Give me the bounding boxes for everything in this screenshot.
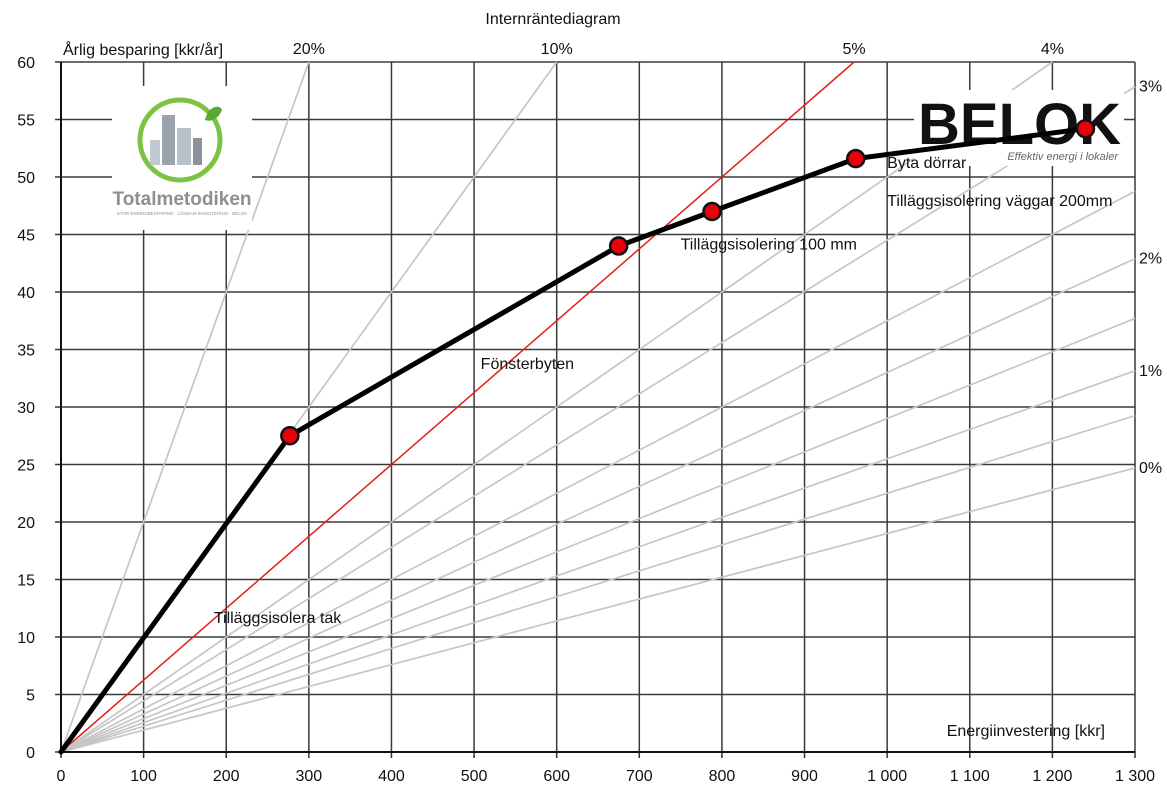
logo-name: Totalmetodiken bbox=[113, 189, 252, 210]
y-tick-label: 25 bbox=[17, 458, 35, 475]
measure-label: Byta dörrar bbox=[887, 155, 967, 172]
grid bbox=[61, 61, 1136, 752]
measure-label: Tilläggsisolering väggar 200mm bbox=[887, 193, 1112, 210]
rate-lines: 20% 10% 5% 4% 3% 2% 1% 0% bbox=[60, 41, 1162, 753]
y-tick-label: 55 bbox=[17, 113, 35, 130]
y-tick-label: 20 bbox=[17, 515, 35, 532]
rate-line bbox=[60, 414, 1136, 753]
y-tick-label: 10 bbox=[17, 630, 35, 647]
measure-point bbox=[846, 148, 866, 169]
rate-line-label: 10% bbox=[541, 41, 573, 58]
leaf-icon bbox=[205, 106, 222, 121]
x-tick-label: 100 bbox=[130, 768, 157, 785]
logo-tagline: STOR ENERGIBESPARING · LÖNSAM INVESTERIN… bbox=[117, 210, 248, 216]
y-tick-label: 30 bbox=[17, 400, 35, 417]
x-axis-label: Energiinvestering [kkr] bbox=[947, 723, 1105, 740]
x-tick-label: 300 bbox=[295, 768, 322, 785]
rate-line bbox=[60, 61, 855, 753]
y-tick-label: 45 bbox=[17, 228, 35, 245]
rate-line-label: 3% bbox=[1139, 79, 1162, 96]
measure-label: Fönsterbyten bbox=[481, 356, 574, 373]
rate-line-label: 2% bbox=[1139, 251, 1162, 268]
rate-line-label: 0% bbox=[1139, 460, 1162, 477]
x-tick-label: 1 300 bbox=[1115, 768, 1155, 785]
x-tick-label: 200 bbox=[213, 768, 240, 785]
rate-line-label: 20% bbox=[293, 41, 325, 58]
y-tick-label: 0 bbox=[26, 745, 35, 762]
measure-point bbox=[1075, 118, 1096, 139]
rate-line-label: 1% bbox=[1139, 363, 1162, 380]
x-tick-label: 700 bbox=[626, 768, 653, 785]
x-tick-label: 0 bbox=[57, 768, 66, 785]
measure-point bbox=[608, 236, 629, 256]
rate-line-label: 5% bbox=[843, 41, 866, 58]
axes: 0 100 200 300 400 500 600 700 800 900 1 000 1 100 1 … bbox=[17, 55, 1155, 785]
measure-label: Tilläggsisolera tak bbox=[214, 610, 342, 627]
measure-label: Tilläggsisolering 100 mm bbox=[681, 236, 857, 253]
rate-line bbox=[60, 257, 1136, 753]
x-tick-label: 800 bbox=[709, 768, 736, 785]
logo-slogan: Effektiv energi i lokaler bbox=[1007, 151, 1119, 163]
rate-line bbox=[60, 61, 310, 753]
x-tick-label: 1 000 bbox=[867, 768, 907, 785]
y-tick-label: 5 bbox=[26, 688, 35, 705]
y-tick-label: 60 bbox=[17, 55, 35, 72]
rate-line bbox=[60, 369, 1136, 753]
y-tick-label: 50 bbox=[17, 170, 35, 187]
rate-line bbox=[60, 86, 1136, 753]
x-tick-label: 500 bbox=[461, 768, 488, 785]
chart-title: Internräntediagram bbox=[485, 11, 620, 28]
annotations: Tilläggsisolera tak Fönsterbyten Tilläggsi… bbox=[214, 155, 1113, 627]
x-tick-label: 900 bbox=[791, 768, 818, 785]
x-tick-label: 600 bbox=[543, 768, 570, 785]
series bbox=[58, 118, 1096, 755]
rate-line bbox=[60, 467, 1136, 753]
rate-line-label: 4% bbox=[1041, 41, 1064, 58]
y-tick-label: 35 bbox=[17, 343, 35, 360]
measure-point bbox=[702, 201, 722, 222]
y-tick-label: 40 bbox=[17, 285, 35, 302]
rate-line bbox=[60, 190, 1136, 753]
logo-ring-icon bbox=[137, 97, 223, 183]
rate-line bbox=[60, 317, 1136, 753]
measure-point bbox=[280, 426, 300, 446]
y-tick-label: 15 bbox=[17, 573, 35, 590]
y-axis-label: Årlig besparing [kkr/år] bbox=[63, 40, 223, 59]
rate-line bbox=[60, 61, 1053, 753]
x-tick-label: 1 100 bbox=[950, 768, 990, 785]
totalmetodiken-logo: Totalmetodiken STOR ENERGIBESPARING · LÖ… bbox=[112, 86, 252, 230]
x-tick-label: 1 200 bbox=[1032, 768, 1072, 785]
x-tick-label: 400 bbox=[378, 768, 405, 785]
savings-curve bbox=[58, 126, 1088, 755]
